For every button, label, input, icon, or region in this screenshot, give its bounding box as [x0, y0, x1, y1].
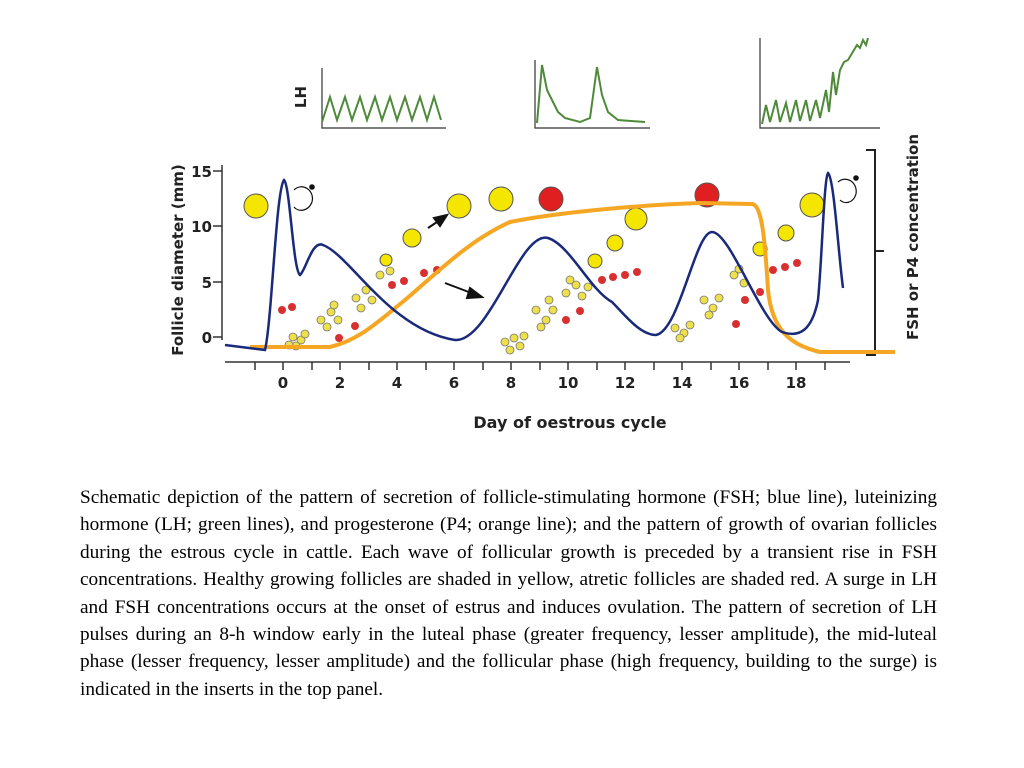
lh-pulses: [321, 37, 869, 125]
x-axis-label: Day of oestrous cycle: [473, 413, 666, 432]
x-tick-label: 6: [449, 374, 459, 392]
caption: Schematic depiction of the pattern of se…: [80, 487, 937, 700]
y-tick-label: 0: [202, 329, 212, 347]
y-tick-label: 5: [202, 274, 212, 292]
x-tick-label: 18: [786, 374, 807, 392]
lh-insert-axes: [321, 38, 880, 129]
follicles: [243, 182, 825, 355]
y-tick-marks: [213, 165, 223, 340]
x-tick-label: 0: [278, 374, 288, 392]
x-tick-label: 12: [615, 374, 636, 392]
right-axis-label: FSH or P4 concentration: [904, 134, 922, 340]
x-tick-label: 10: [558, 374, 579, 392]
fsh-line: [224, 171, 845, 352]
y-axis-label: Follicle diameter (mm): [169, 164, 187, 356]
x-tick-label: 8: [506, 374, 516, 392]
p4-line: [250, 200, 895, 354]
x-axis: [225, 361, 850, 370]
x-tick-label: 14: [672, 374, 693, 392]
arrows: [293, 175, 859, 300]
x-tick-label: 16: [729, 374, 750, 392]
x-tick-label: 2: [335, 374, 345, 392]
x-tick-label: 4: [392, 374, 402, 392]
x-ticks: 0 2 4 6 8 10 12 14 16 18: [278, 374, 807, 392]
lh-label: LH: [292, 86, 310, 108]
figure: LH Follicle diameter (mm) 0 5 10 15 0 2 …: [169, 37, 922, 432]
y-ticks: 0 5 10 15: [191, 163, 212, 347]
y-tick-label: 15: [191, 163, 212, 181]
right-bracket: [866, 149, 876, 356]
y-tick-label: 10: [191, 218, 212, 236]
